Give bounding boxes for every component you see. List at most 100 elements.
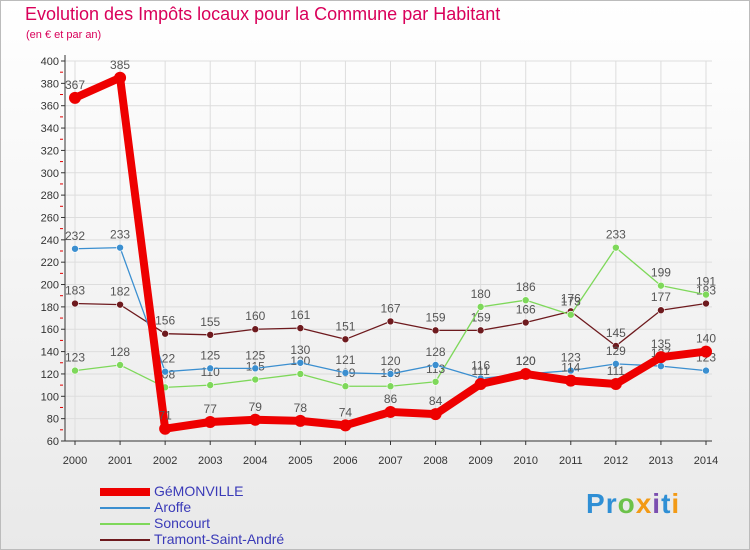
data-label: 180 — [471, 287, 491, 301]
data-label: 166 — [516, 303, 536, 317]
x-tick-label: 2004 — [243, 455, 267, 467]
y-tick-label: 280 — [41, 190, 59, 202]
y-tick-label: 260 — [41, 212, 59, 224]
data-point — [341, 382, 350, 391]
data-point — [702, 299, 710, 308]
data-label: 111 — [607, 364, 626, 378]
data-point — [657, 306, 665, 315]
data-point — [386, 370, 395, 378]
data-point — [519, 367, 532, 380]
x-tick-label: 2011 — [559, 455, 583, 467]
data-label: 167 — [380, 301, 400, 315]
data-point — [566, 310, 575, 319]
data-point — [702, 366, 710, 375]
y-tick-label: 120 — [41, 369, 59, 381]
y-tick-label: 80 — [47, 414, 59, 426]
data-point — [116, 243, 124, 252]
x-tick-label: 2000 — [63, 455, 87, 467]
data-label: 123 — [561, 351, 581, 365]
legend-swatch — [100, 539, 150, 541]
legend-swatch — [100, 488, 150, 496]
data-point — [476, 326, 485, 335]
y-tick-label: 160 — [41, 324, 59, 336]
data-label: 233 — [110, 228, 130, 242]
data-point — [296, 370, 305, 378]
data-point — [384, 405, 397, 418]
x-tick-label: 2014 — [694, 455, 718, 467]
data-label: 145 — [606, 326, 626, 340]
legend-swatch — [100, 507, 150, 509]
legend-item: Tramont-Saint-André — [100, 531, 360, 548]
y-tick-label: 300 — [41, 168, 59, 180]
data-point — [69, 91, 81, 104]
data-label: 125 — [245, 348, 265, 362]
x-tick-label: 2001 — [108, 455, 132, 467]
x-tick-label: 2008 — [423, 455, 447, 467]
data-point — [431, 326, 440, 335]
data-point — [431, 361, 440, 369]
data-point — [521, 318, 530, 327]
data-point — [702, 290, 710, 299]
data-point — [161, 367, 169, 376]
data-label: 183 — [65, 284, 85, 298]
data-label: 385 — [110, 58, 130, 72]
data-label: 199 — [651, 266, 671, 280]
x-tick-label: 2012 — [604, 455, 628, 467]
data-label: 130 — [290, 343, 310, 357]
y-tick-label: 200 — [41, 280, 59, 292]
data-point — [657, 362, 665, 370]
y-tick-label: 220 — [41, 257, 59, 269]
data-point — [429, 408, 442, 421]
x-tick-label: 2006 — [333, 455, 357, 467]
y-tick-label: 100 — [41, 391, 59, 403]
data-point — [339, 419, 352, 432]
legend-swatch — [100, 523, 150, 525]
chart-subtitle: (en € et par an) — [26, 29, 102, 41]
data-point — [341, 369, 350, 377]
x-tick-label: 2010 — [513, 455, 537, 467]
data-point — [296, 324, 305, 332]
data-point — [386, 382, 395, 391]
y-tick-label: 380 — [41, 78, 59, 90]
y-tick-label: 400 — [41, 56, 59, 68]
data-label: 176 — [561, 291, 581, 305]
data-label: 186 — [516, 280, 536, 294]
data-label: 71 — [158, 409, 172, 423]
data-label: 78 — [294, 401, 308, 415]
data-label: 125 — [200, 348, 220, 362]
y-tick-label: 140 — [41, 347, 59, 359]
data-label: 182 — [110, 285, 130, 299]
data-point — [71, 299, 79, 308]
data-label: 173 — [561, 295, 581, 309]
data-label: 140 — [696, 332, 716, 346]
data-label: 177 — [651, 290, 671, 304]
data-label: 135 — [651, 337, 671, 351]
data-point — [657, 281, 665, 290]
y-tick-label: 240 — [41, 235, 59, 247]
data-label: 128 — [110, 345, 130, 359]
proxiti-logo: Proxiti — [586, 488, 681, 519]
data-point — [251, 325, 260, 334]
data-point — [612, 243, 620, 252]
y-tick-label: 340 — [41, 123, 59, 135]
legend-item: Soncourt — [100, 515, 360, 532]
data-point — [521, 296, 530, 304]
chart-title: Evolution des Impôts locaux pour la Comm… — [25, 4, 501, 24]
data-point — [476, 303, 485, 311]
x-tick-label: 2003 — [198, 455, 222, 467]
data-label: 232 — [65, 229, 85, 243]
data-point — [566, 366, 575, 375]
data-point — [431, 377, 440, 386]
data-point — [206, 364, 215, 373]
data-point — [206, 331, 215, 339]
x-tick-label: 2002 — [153, 455, 177, 467]
legend-label: Soncourt — [154, 515, 211, 531]
data-label: 151 — [335, 319, 355, 333]
legend: GéMONVILLE Aroffe Soncourt Tramont-Saint-An… — [100, 483, 360, 548]
x-tick-label: 2005 — [288, 455, 312, 467]
legend-label: Tramont-Saint-André — [154, 531, 285, 547]
data-point — [206, 381, 215, 389]
data-point — [609, 378, 622, 390]
